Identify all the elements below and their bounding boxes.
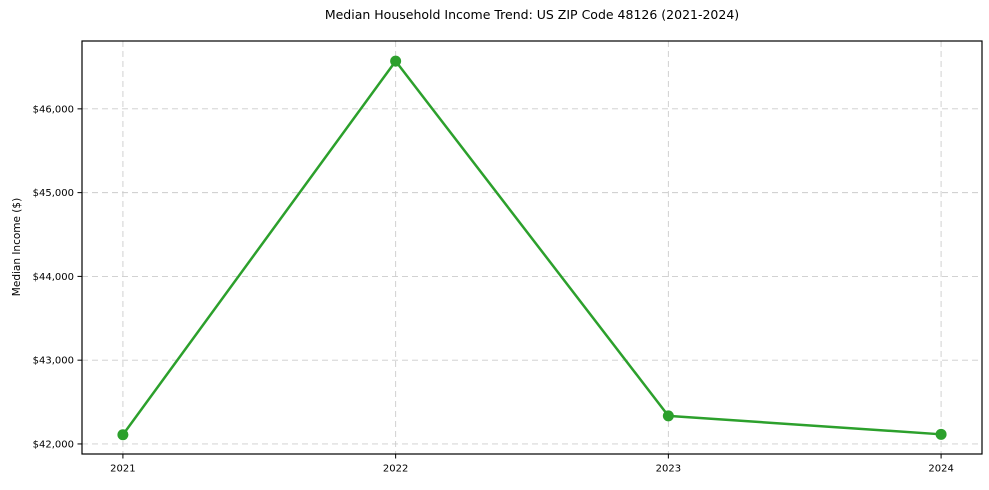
axes-border — [81, 40, 983, 455]
x-tick-label: 2023 — [656, 464, 681, 475]
trend-line — [121, 59, 943, 436]
y-tick-label: $45,000 — [33, 188, 74, 199]
data-point-2021 — [117, 429, 129, 441]
x-tick-label: 2021 — [110, 464, 135, 475]
y-tick-label: $43,000 — [33, 356, 74, 367]
data-point-2024 — [935, 428, 947, 440]
x-tick-label: 2024 — [928, 464, 953, 475]
data-point-2023 — [662, 410, 674, 422]
y-tick-label: $46,000 — [33, 104, 74, 115]
chart-title: Median Household Income Trend: US ZIP Co… — [324, 7, 740, 22]
x-tick-label: 2022 — [383, 464, 408, 475]
y-tick-label: $44,000 — [33, 272, 74, 283]
data-point-2022 — [390, 55, 402, 67]
y-tick-label: $42,000 — [33, 439, 74, 450]
